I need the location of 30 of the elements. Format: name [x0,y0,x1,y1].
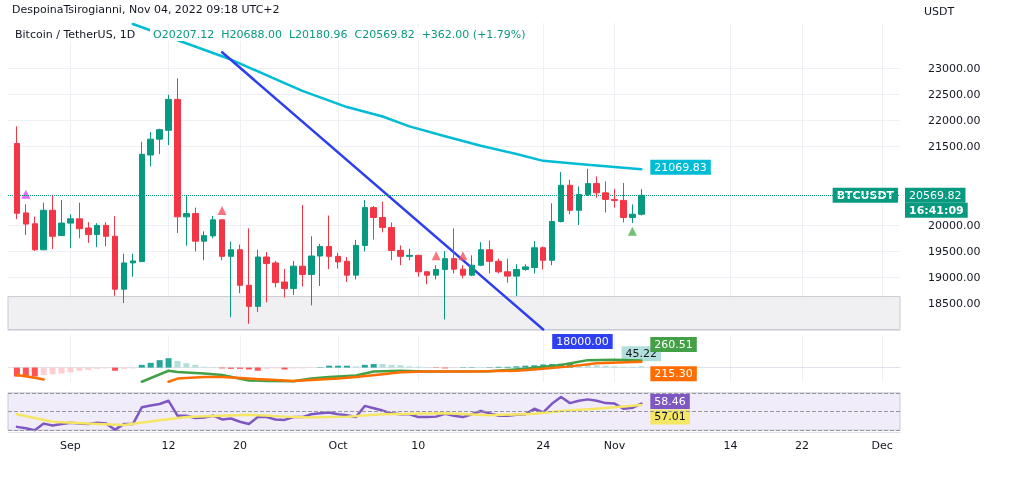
text: Bitcoin / TetherUS, 1D [15,28,136,41]
x-tick-label: 10 [411,439,426,452]
y-tick-label: 22000.00 [928,114,981,128]
ref-line-label: 20569.82 [909,188,962,202]
y-tick-label: 19500.00 [928,244,981,258]
data-label: 57.01 [654,410,686,424]
x-tick-label: 12 [161,439,176,452]
x-tick-label: 24 [536,439,551,452]
data-label: 260.51 [654,338,693,352]
x-tick-label: Oct [328,439,349,452]
y-tick-label: 23000.00 [928,61,981,75]
y-tick-label: 20000.00 [928,218,981,232]
x-tick-label: Nov [603,439,626,452]
y-tick-label: 18500.00 [928,296,981,310]
data-label: 215.30 [654,367,693,381]
y-tick-label: 22500.00 [928,88,981,102]
x-tick-label: 22 [794,439,809,452]
y-tick-label: 19000.00 [928,270,981,284]
text: DespoinaTsirogianni, Nov 04, 2022 09:18 UTC+2 [12,3,280,16]
text: O20207.12 H20688.00 L20180.96 C20569.82 +362.00 (+1.79%) [153,28,526,41]
y-axis-title: USDT [924,5,955,18]
data-label: 21069.83 [654,160,707,174]
x-tick-label: 14 [723,439,738,452]
data-label: 18000.00 [556,334,609,348]
text: 16:41:09 [909,203,964,217]
x-tick-label: Dec [871,439,893,452]
data-label: 58.46 [654,395,686,409]
y-tick-label: 21500.00 [928,140,981,154]
x-tick-label: 20 [232,439,247,452]
x-tick-label: Sep [60,439,81,452]
